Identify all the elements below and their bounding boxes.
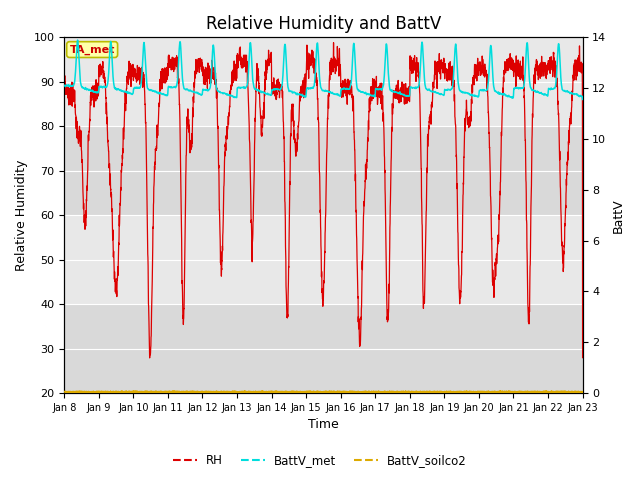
Legend: RH, BattV_met, BattV_soilco2: RH, BattV_met, BattV_soilco2 (168, 449, 472, 472)
Text: TA_met: TA_met (70, 45, 115, 55)
Bar (64, 304, 582, 393)
Bar (64, 126, 582, 215)
Y-axis label: BattV: BattV (612, 198, 625, 232)
Title: Relative Humidity and BattV: Relative Humidity and BattV (206, 15, 441, 33)
X-axis label: Time: Time (308, 419, 339, 432)
Y-axis label: Relative Humidity: Relative Humidity (15, 159, 28, 271)
